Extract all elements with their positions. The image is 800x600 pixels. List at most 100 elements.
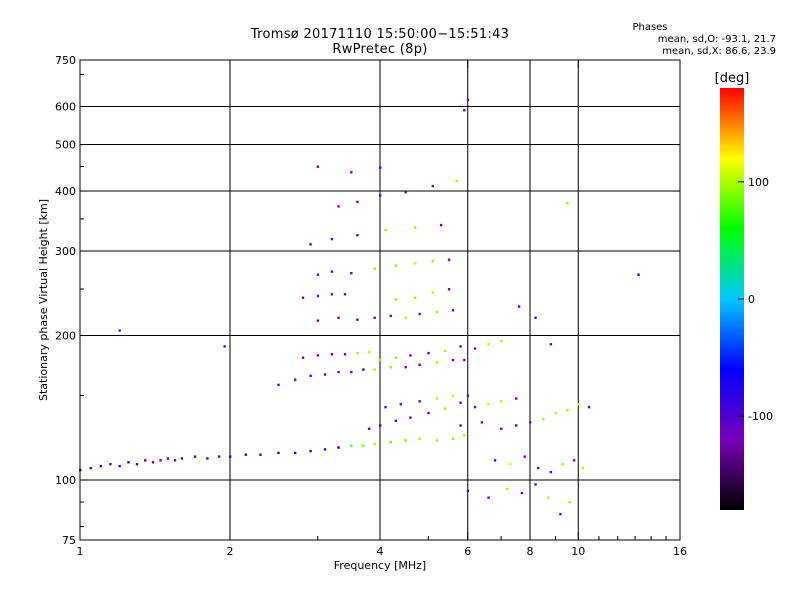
data-point [330, 237, 334, 241]
data-point [323, 448, 327, 451]
data-point [439, 223, 443, 227]
data-point [309, 449, 312, 453]
data-point [293, 451, 297, 455]
data-point [435, 397, 439, 400]
y-axis-label: Stationary phase Virtual Height [km] [37, 199, 50, 401]
data-point [356, 351, 359, 355]
data-point [463, 358, 466, 362]
data-point [493, 459, 497, 462]
data-point [394, 356, 398, 359]
data-point [229, 455, 232, 458]
data-point [330, 293, 334, 296]
data-point [394, 419, 398, 422]
data-point [309, 374, 312, 378]
grid-lines [80, 60, 680, 540]
data-point [323, 373, 327, 376]
data-point [520, 491, 524, 495]
data-point [581, 466, 584, 470]
data-point [515, 424, 518, 427]
data-point [404, 191, 407, 194]
data-point [180, 457, 184, 460]
data-point [316, 273, 320, 276]
data-point [459, 424, 462, 427]
data-point [206, 457, 209, 460]
data-point [487, 343, 490, 346]
data-point [362, 444, 365, 447]
data-point [379, 358, 382, 362]
data-point [413, 262, 417, 265]
data-point [301, 356, 305, 359]
data-point [443, 407, 447, 410]
data-point [549, 343, 553, 346]
data-point [343, 353, 347, 356]
data-point [337, 446, 340, 449]
x-tick-label: 16 [673, 545, 687, 558]
data-point [337, 205, 340, 208]
data-point [367, 350, 371, 354]
data-point [534, 483, 537, 486]
data-point [549, 470, 553, 474]
data-point [418, 400, 421, 403]
data-point [330, 270, 334, 273]
data-point [362, 368, 365, 371]
data-point [343, 293, 347, 296]
data-point [404, 316, 407, 319]
data-point [435, 361, 439, 364]
axis-ticks: 1 2 4 6 8 10 16 75 100 200 300 400 500 600 750 [55, 54, 687, 558]
data-point [559, 512, 562, 516]
data-point [409, 416, 412, 419]
data-point [118, 464, 121, 468]
data-point [127, 461, 130, 464]
data-point [373, 316, 376, 319]
data-point [337, 370, 340, 374]
data-point [418, 363, 421, 366]
data-point [500, 400, 503, 403]
data-point [459, 401, 462, 404]
data-point [536, 466, 540, 470]
data-point [418, 312, 421, 316]
data-point [561, 462, 564, 466]
data-point [435, 310, 439, 314]
data-point [384, 405, 387, 409]
data-point [316, 354, 320, 357]
data-point [517, 305, 521, 308]
data-point [431, 184, 434, 188]
y-tick-label: 200 [55, 330, 76, 343]
data-point [487, 496, 490, 499]
data-point [373, 368, 376, 371]
data-point [109, 462, 112, 466]
data-point [427, 411, 430, 415]
data-point [173, 459, 177, 462]
data-point [637, 273, 640, 276]
data-point [480, 421, 484, 424]
data-point [466, 489, 470, 493]
data-point [435, 439, 439, 442]
x-tick-label: 1 [77, 545, 84, 558]
data-point [566, 408, 569, 412]
data-point [350, 370, 353, 374]
data-point [316, 165, 320, 168]
data-point [223, 345, 226, 348]
data-point [350, 444, 353, 447]
data-point [572, 459, 576, 462]
y-tick-label: 100 [55, 474, 76, 487]
x-tick-label: 4 [377, 545, 384, 558]
y-tick-label: 75 [62, 534, 76, 547]
data-point [217, 455, 221, 458]
data-point [350, 171, 353, 174]
data-point [244, 453, 248, 456]
x-tick-label: 2 [227, 545, 234, 558]
x-tick-label: 6 [464, 545, 471, 558]
data-point [409, 354, 412, 357]
stats-o-mode: mean, sd,O: -93.1, 21.7 [657, 34, 776, 45]
data-point [404, 439, 407, 442]
data-point [447, 258, 451, 261]
data-point [316, 319, 320, 322]
data-point [500, 339, 503, 343]
data-point [379, 424, 382, 427]
x-tick-label: 10 [571, 545, 585, 558]
data-point [350, 271, 353, 275]
data-point [566, 201, 569, 205]
data-point [577, 403, 580, 406]
